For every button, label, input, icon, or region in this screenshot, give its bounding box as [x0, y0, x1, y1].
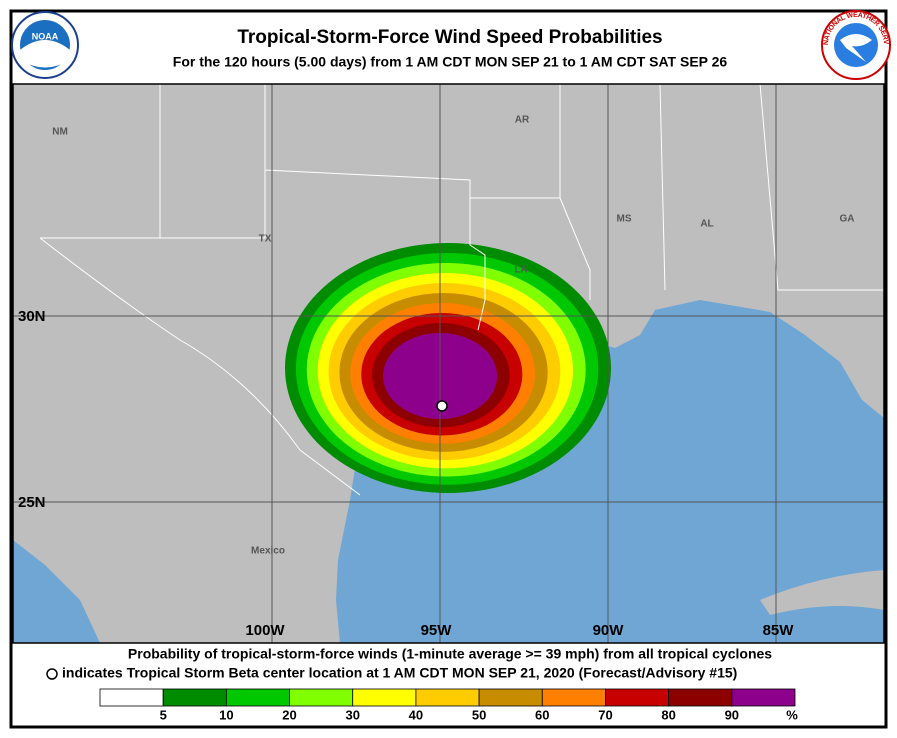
legend-swatch: [99, 688, 164, 707]
legend-swatch: [415, 688, 480, 707]
footer-marker: [46, 668, 58, 680]
legend-swatch: [352, 688, 417, 707]
legend-tick-label: 80: [661, 707, 675, 722]
legend-tick-label: 5: [160, 707, 167, 722]
legend: 5 10 20 30 40 50 60 70 80 90%: [99, 688, 798, 722]
map-border: [12, 83, 885, 644]
lon-label: 95W: [421, 622, 453, 639]
noaa-logo: NOAA: [11, 11, 79, 79]
legend-swatch: [668, 688, 733, 707]
state-label: AL: [700, 219, 713, 230]
legend-tick-label: 70: [598, 707, 612, 722]
state-label: GA: [840, 214, 855, 225]
legend-swatch: [731, 688, 796, 707]
contours: [285, 243, 611, 493]
state-label: NM: [52, 127, 68, 138]
legend-tick-label: 10: [219, 707, 233, 722]
footer-line1: Probability of tropical-storm-force wind…: [128, 646, 772, 662]
borders: [39, 84, 884, 496]
lat-label: 30N: [18, 308, 46, 325]
subtitle: For the 120 hours (5.00 days) from 1 AM …: [173, 54, 728, 70]
legend-swatch: [289, 688, 354, 707]
lon-label: 85W: [763, 622, 795, 639]
legend-tick-label: 90: [725, 707, 739, 722]
legend-tick-label: 50: [472, 707, 486, 722]
coord-labels: 30N 25N 100W 95W 90W 85W: [18, 308, 794, 639]
state-label: AR: [515, 115, 530, 126]
legend-tick-label: 60: [535, 707, 549, 722]
lon-label: 90W: [593, 622, 625, 639]
legend-tick-label: 30: [345, 707, 359, 722]
nws-cloud: [840, 34, 872, 62]
legend-tick-label: 20: [282, 707, 296, 722]
storm-center: [436, 400, 448, 412]
footer-line2: indicates Tropical Storm Beta center loc…: [62, 665, 737, 681]
state-label: TX: [259, 234, 272, 245]
cuba: [760, 570, 884, 615]
map: NM AR TX LA MS AL GA Mexico 30N 25N 100W…: [13, 84, 884, 643]
state-label: LA: [514, 265, 527, 276]
legend-swatch: [478, 688, 543, 707]
pacific: [13, 540, 100, 643]
state-label: Mexico: [251, 546, 285, 557]
title: Tropical-Storm-Force Wind Speed Probabil…: [237, 27, 662, 48]
legend-swatch: [605, 688, 670, 707]
legend-tick-label: 40: [409, 707, 423, 722]
legend-swatch: [541, 688, 606, 707]
noaa-bird: [20, 40, 70, 68]
noaa-text: NOAA: [32, 31, 59, 41]
lat-label: 25N: [18, 494, 46, 511]
state-labels: NM AR TX LA MS AL GA Mexico: [52, 115, 854, 557]
lon-label: 100W: [245, 622, 285, 639]
legend-swatch: [162, 688, 227, 707]
state-label: MS: [617, 214, 632, 225]
legend-swatch: [225, 688, 290, 707]
graticule: [13, 84, 884, 643]
legend-unit: %: [786, 707, 798, 722]
